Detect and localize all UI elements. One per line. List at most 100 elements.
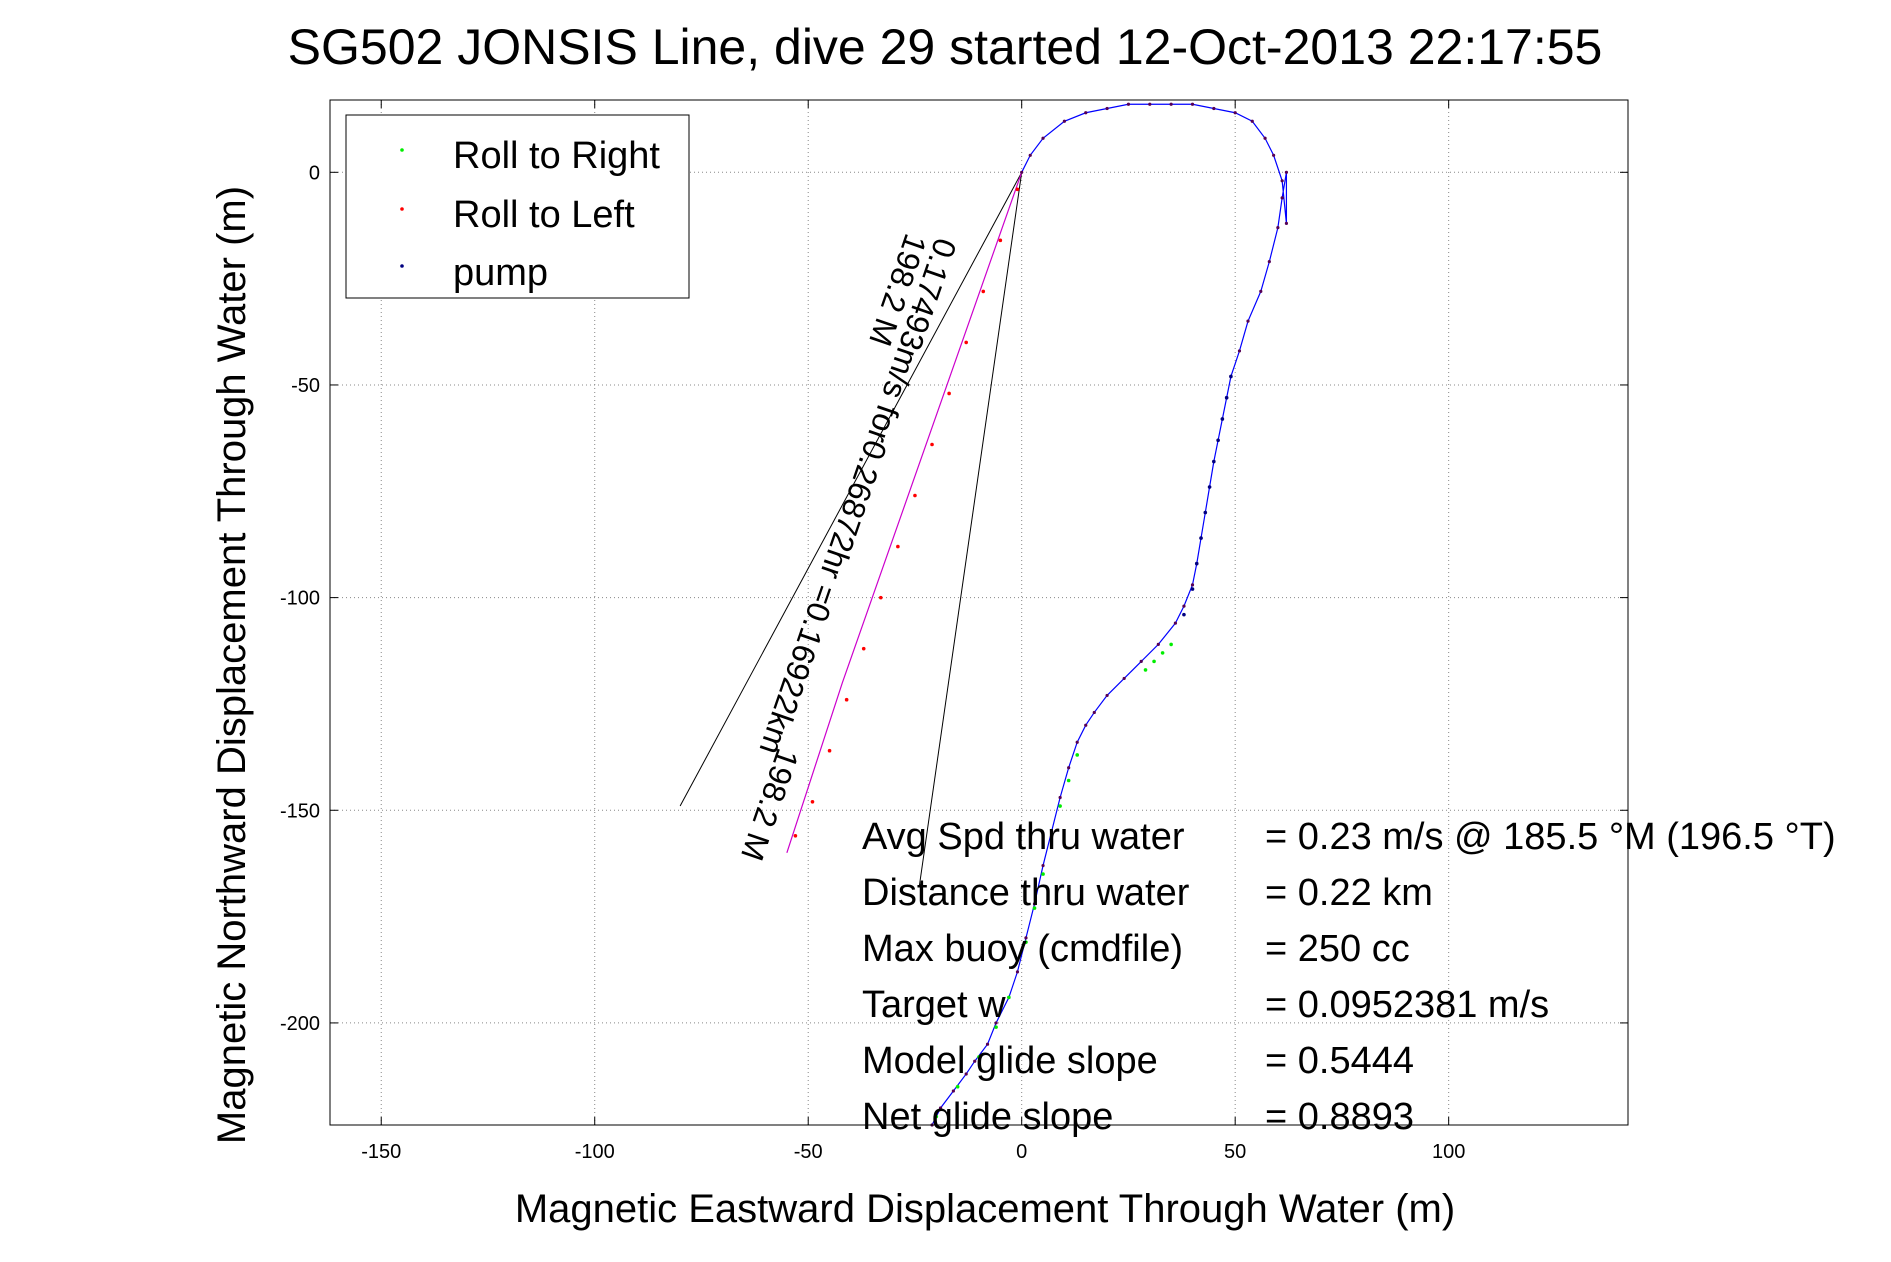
track-point (938, 1106, 943, 1110)
track-point (1148, 102, 1152, 106)
legend-label-roll-right: Roll to Right (453, 135, 660, 177)
x-tick-label: 100 (1432, 1141, 1465, 1163)
roll-left-marker (844, 697, 849, 702)
commanded-course-line (786, 172, 1023, 853)
track-point (1284, 170, 1289, 174)
heading-lines (679, 172, 1023, 887)
x-tick-label: -150 (361, 1141, 401, 1163)
roll-left-marker (793, 833, 798, 838)
heading-line (918, 172, 1023, 887)
track-point (994, 1021, 998, 1025)
y-tick-label: -100 (280, 588, 320, 610)
track-point (1190, 583, 1195, 587)
track-point (1259, 289, 1263, 293)
pump-marker (1182, 612, 1186, 617)
track-point (1041, 863, 1045, 868)
roll-right-marker (1041, 872, 1045, 876)
y-tick-label: -50 (291, 375, 320, 397)
roll-left-marker (930, 442, 934, 447)
x-axis-label: Magnetic Eastward Displacement Through W… (515, 1187, 1455, 1231)
track-point (1156, 642, 1160, 646)
roll-right-marker (1160, 651, 1165, 655)
track-point (1105, 693, 1109, 698)
track-point (1280, 179, 1284, 183)
stat-label: Target w (862, 984, 1006, 1026)
pump-marker (1199, 536, 1203, 540)
track-point (1272, 153, 1276, 157)
track-point (1263, 136, 1267, 140)
roll-right-marker (1143, 668, 1148, 672)
track-point (964, 1072, 968, 1076)
track-point (1250, 119, 1254, 123)
y-axis-label: Magnetic Northward Displacement Through … (210, 186, 254, 1144)
track-point (1041, 136, 1045, 140)
roll-right-marker (1169, 642, 1173, 647)
track-point (1237, 349, 1242, 353)
track-point (1049, 829, 1054, 834)
track-point (1020, 170, 1024, 174)
track-point (1276, 225, 1280, 230)
roll-left-marker (1015, 187, 1020, 192)
track-point (1075, 740, 1079, 744)
track-point (973, 1059, 977, 1063)
roll-right-marker (977, 1055, 981, 1059)
pump-marker (1216, 438, 1220, 443)
track-point (1084, 111, 1088, 115)
pump-marker (1224, 395, 1229, 400)
pump-marker (1212, 459, 1216, 464)
pump-marker (1229, 374, 1233, 379)
roll-right-marker (1007, 995, 1011, 1000)
roll-left-marker (810, 799, 815, 804)
stat-label: Net glide slope (862, 1096, 1113, 1138)
legend-box (345, 114, 690, 299)
course-polyline (786, 172, 1023, 853)
stats-block: Avg Spd thru water = 0.23 m/s @ 185.5 °M … (862, 816, 1836, 1138)
track-point (1105, 106, 1109, 111)
track-point (1284, 221, 1289, 225)
stat-value: = 0.8893 (1265, 1096, 1414, 1138)
track-point (1092, 710, 1096, 715)
roll-right-marker (1058, 804, 1062, 808)
track-point (1173, 621, 1178, 625)
y-tick-label: -200 (280, 1013, 320, 1035)
track-point (1015, 970, 1020, 974)
roll-left-marker (913, 493, 917, 498)
x-tick-label: 0 (1016, 1141, 1027, 1163)
track-point (1190, 102, 1195, 106)
y-ticks: 0 -50 -100 -150 -200 (280, 162, 1628, 1035)
track-point (1058, 795, 1062, 800)
roll-right-marker (1152, 659, 1156, 664)
legend-marker-pump (400, 264, 404, 268)
track-line (931, 103, 1288, 1126)
track-point (1182, 604, 1186, 608)
track-point (1139, 659, 1143, 664)
track-point (1246, 319, 1250, 323)
legend-label-pump: pump (453, 252, 548, 294)
axes-box (329, 99, 1629, 1126)
stat-value: = 0.23 m/s @ 185.5 °M (196.5 °T) (1265, 816, 1836, 858)
chart-title: SG502 JONSIS Line, dive 29 started 12-Oc… (288, 19, 1603, 75)
pump-marker (1190, 587, 1195, 591)
track-point (1169, 102, 1173, 106)
pump-marker (1194, 561, 1199, 566)
x-ticks: -150 -100 -50 0 50 100 (361, 100, 1465, 1163)
track-point (1267, 260, 1271, 264)
track-point (1067, 766, 1071, 770)
roll-right-marker (1066, 778, 1071, 783)
heading-line (679, 172, 1023, 807)
legend: Roll to Right Roll to Left pump (345, 114, 690, 299)
track-point (951, 1089, 955, 1093)
roll-right-marker (934, 1114, 939, 1119)
x-tick-label: 50 (1224, 1141, 1246, 1163)
stat-label: Distance thru water (862, 872, 1190, 914)
track-point (1024, 936, 1028, 940)
roll-right-marker (1075, 753, 1080, 757)
x-tick-label: -50 (794, 1141, 823, 1163)
roll-left-marker (964, 340, 968, 345)
legend-label-roll-left: Roll to Left (453, 194, 635, 236)
stat-value: = 0.22 km (1265, 872, 1433, 914)
track-point (1062, 119, 1066, 123)
track-point (1084, 723, 1088, 727)
